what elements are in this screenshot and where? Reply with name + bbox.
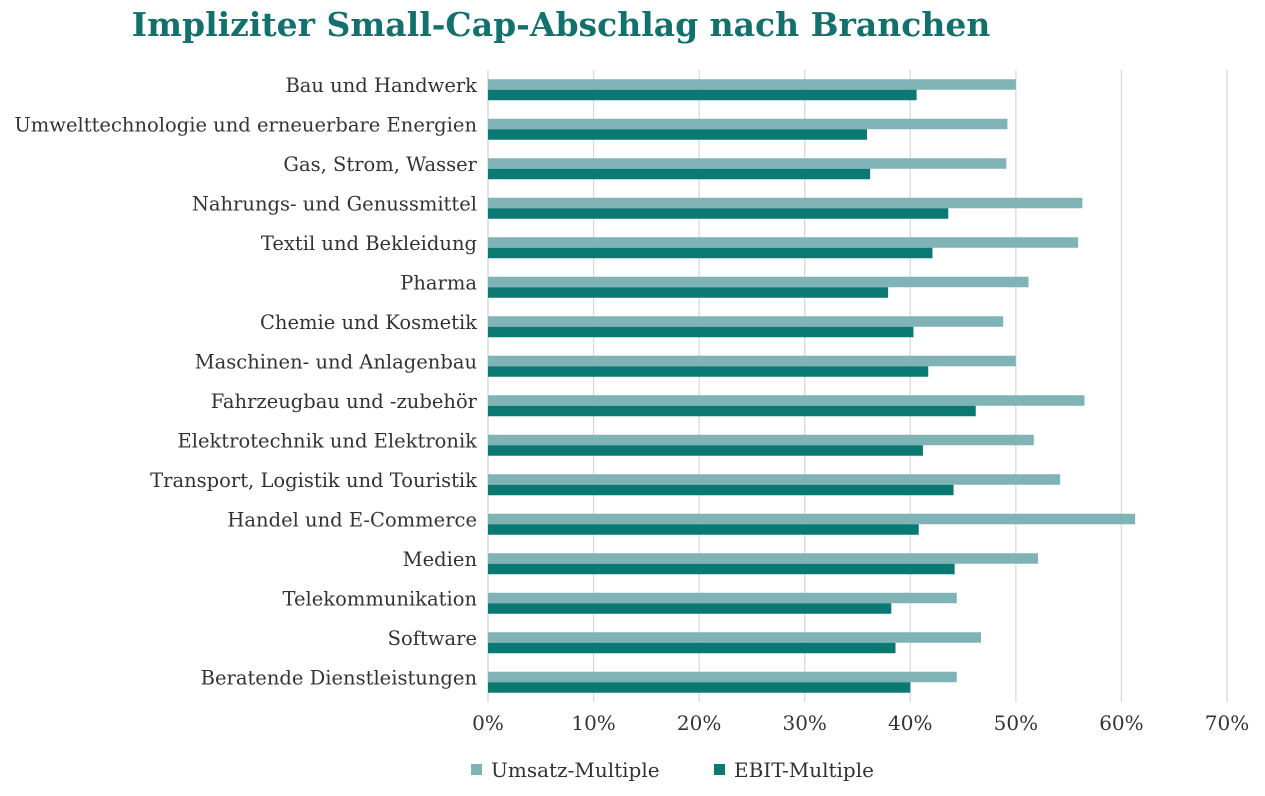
ebit-bar <box>488 445 923 456</box>
x-tick-label: 20% <box>677 711 721 735</box>
category-label: Handel und E-Commerce <box>227 508 477 531</box>
ebit-bar <box>488 129 868 140</box>
x-tick-label: 70% <box>1205 711 1249 735</box>
category-label: Textil und Bekleidung <box>261 232 477 255</box>
category-label: Medien <box>403 548 478 571</box>
x-tick-label: 60% <box>1099 711 1143 735</box>
umsatz-bar <box>488 395 1085 406</box>
category-label: Gas, Strom, Wasser <box>283 153 477 176</box>
category-label: Umwelttechnologie und erneuerbare Energi… <box>14 113 477 136</box>
category-label: Beratende Dienstleistungen <box>201 666 478 689</box>
category-label: Bau und Handwerk <box>285 74 477 97</box>
legend-swatch-umsatz <box>471 764 482 775</box>
category-label: Maschinen- und Anlagenbau <box>195 350 477 373</box>
legend-label-umsatz: Umsatz-Multiple <box>491 758 660 782</box>
ebit-bar <box>488 682 911 693</box>
ebit-bar <box>488 168 871 180</box>
category-label: Chemie und Kosmetik <box>260 311 477 334</box>
ebit-bar <box>488 366 929 377</box>
bars <box>488 79 1136 693</box>
category-label: Pharma <box>400 271 477 294</box>
umsatz-bar <box>488 316 1004 327</box>
ebit-bar <box>488 89 917 101</box>
legend-label-ebit: EBIT-Multiple <box>734 758 874 782</box>
umsatz-bar <box>488 237 1079 248</box>
umsatz-bar <box>488 79 1016 90</box>
umsatz-bar <box>488 276 1029 288</box>
chart-title: Impliziter Small-Cap-Abschlag nach Branc… <box>132 5 991 44</box>
umsatz-bar <box>488 671 957 683</box>
umsatz-bar <box>488 434 1034 446</box>
ebit-bar <box>488 405 976 417</box>
category-labels: Bau und Handwerk Umwelttechnologie und er… <box>14 74 477 690</box>
ebit-bar <box>488 563 955 575</box>
ebit-bar <box>488 247 933 259</box>
umsatz-bar <box>488 553 1039 564</box>
x-tick-labels: 0% 10% 20% 30% 40% 50% 60% 70% <box>472 711 1249 735</box>
x-tick-label: 0% <box>472 711 504 735</box>
category-label: Fahrzeugbau und -zubehör <box>211 390 478 413</box>
umsatz-bar <box>488 513 1136 525</box>
legend-swatch-ebit <box>714 764 725 775</box>
ebit-bar <box>488 642 896 654</box>
category-label: Telekommunikation <box>282 587 477 610</box>
umsatz-bar <box>488 632 982 643</box>
umsatz-bar <box>488 158 1007 169</box>
x-tick-label: 40% <box>888 711 932 735</box>
ebit-bar <box>488 484 954 496</box>
ebit-bar <box>488 524 919 535</box>
ebit-bar <box>488 326 914 338</box>
x-tick-label: 10% <box>571 711 615 735</box>
umsatz-bar <box>488 474 1061 485</box>
umsatz-bar <box>488 197 1083 209</box>
ebit-bar <box>488 208 949 219</box>
category-label: Software <box>388 627 477 650</box>
category-label: Nahrungs- und Genussmittel <box>192 192 477 215</box>
ebit-bar <box>488 603 892 614</box>
x-tick-label: 30% <box>782 711 826 735</box>
ebit-bar <box>488 287 889 298</box>
legend: Umsatz-Multiple EBIT-Multiple <box>471 758 874 782</box>
category-label: Elektrotechnik und Elektronik <box>177 429 477 452</box>
umsatz-bar <box>488 118 1008 130</box>
umsatz-bar <box>488 355 1016 367</box>
category-label: Transport, Logistik und Touristik <box>150 469 477 492</box>
x-tick-label: 50% <box>994 711 1038 735</box>
umsatz-bar <box>488 592 957 604</box>
